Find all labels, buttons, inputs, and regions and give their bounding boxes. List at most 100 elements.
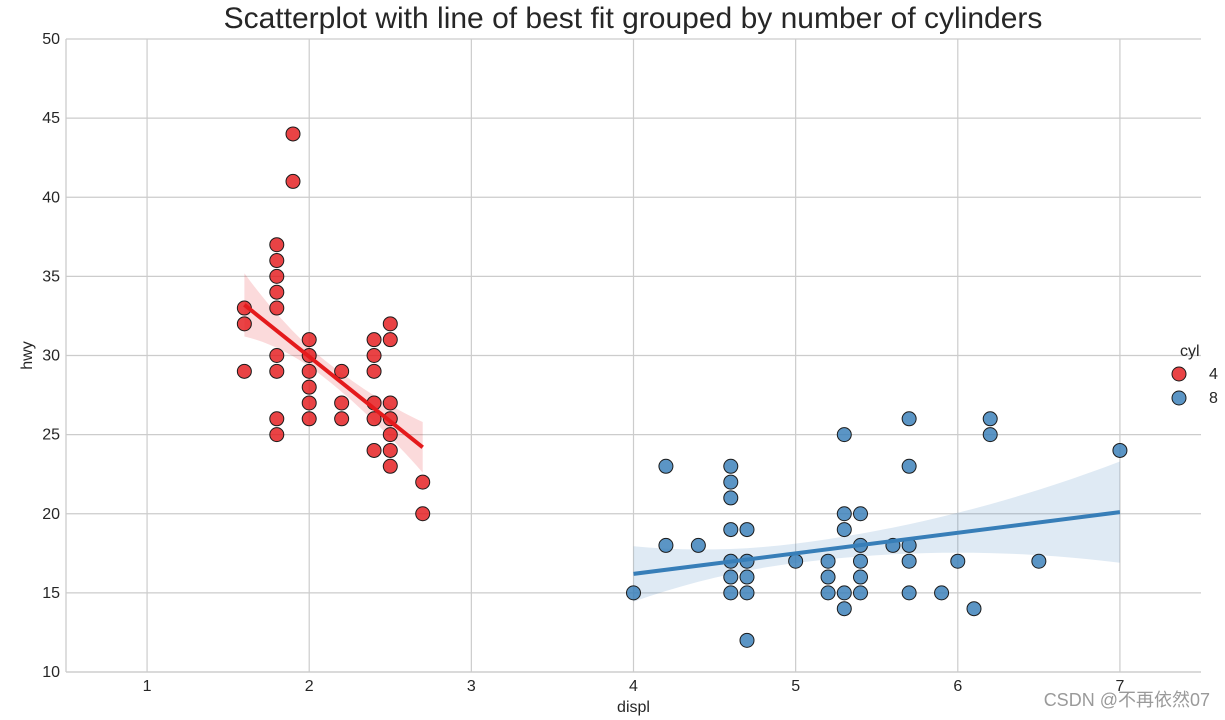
y-tick-label: 30 — [42, 348, 60, 365]
y-tick-label: 45 — [42, 110, 60, 127]
data-point-cyl-4 — [285, 126, 301, 142]
data-point-cyl-4 — [382, 332, 398, 348]
data-point-cyl-4 — [269, 348, 285, 363]
data-point-cyl-4 — [301, 332, 317, 348]
data-point-cyl-4 — [269, 253, 285, 269]
confidence-band-8 — [633, 461, 1120, 602]
data-point-cyl-8 — [658, 458, 674, 474]
y-tick-label: 15 — [42, 585, 60, 602]
data-point-cyl-4 — [269, 284, 285, 300]
data-point-cyl-8 — [950, 553, 966, 569]
data-point-cyl-4 — [366, 332, 382, 348]
y-tick-label: 40 — [42, 189, 60, 206]
legend: cyl 4 8 — [1171, 343, 1218, 407]
legend-label: 4 — [1209, 366, 1218, 383]
y-tick-label: 25 — [42, 427, 60, 444]
data-point-cyl-4 — [382, 316, 398, 332]
x-tick-label: 6 — [953, 678, 962, 695]
data-point-cyl-8 — [723, 522, 739, 538]
data-point-cyl-8 — [1112, 442, 1128, 458]
data-point-cyl-8 — [723, 474, 739, 490]
fit-lines — [243, 303, 1121, 576]
y-tick-labels: 10 15 20 25 30 35 40 45 50 — [42, 31, 60, 681]
data-point-cyl-8 — [739, 569, 755, 585]
data-point-cyl-4 — [285, 173, 301, 189]
data-point-cyl-8 — [901, 411, 917, 427]
data-point-cyl-4 — [382, 458, 398, 474]
data-point-cyl-4 — [236, 363, 252, 379]
data-point-cyl-4 — [366, 442, 382, 458]
data-point-cyl-8 — [690, 537, 706, 553]
data-point-cyl-8 — [723, 585, 739, 601]
data-point-cyl-4 — [269, 427, 285, 443]
data-point-cyl-8 — [788, 553, 804, 569]
data-point-cyl-4 — [334, 395, 350, 411]
data-point-cyl-8 — [901, 585, 917, 601]
data-point-cyl-8 — [836, 601, 852, 617]
data-point-cyl-4 — [382, 442, 398, 458]
data-point-cyl-8 — [901, 458, 917, 474]
data-point-cyl-8 — [723, 569, 739, 585]
data-point-cyl-8 — [901, 553, 917, 569]
y-tick-label: 20 — [42, 506, 60, 523]
data-point-cyl-8 — [836, 506, 852, 522]
grid — [66, 38, 1201, 673]
x-tick-label: 5 — [791, 678, 800, 695]
data-point-cyl-4 — [269, 268, 285, 284]
legend-title: cyl — [1180, 343, 1200, 360]
data-point-cyl-8 — [836, 585, 852, 601]
data-point-cyl-8 — [723, 458, 739, 474]
axes — [65, 39, 1201, 673]
data-point-cyl-4 — [301, 363, 317, 379]
data-point-cyl-4 — [301, 411, 317, 427]
fit-line-cyl-4 — [243, 303, 424, 449]
data-point-cyl-8 — [853, 569, 868, 585]
data-point-cyl-8 — [658, 537, 674, 553]
data-point-cyl-8 — [836, 427, 852, 443]
data-point-cyl-8 — [723, 490, 739, 506]
data-point-cyl-8 — [820, 585, 836, 601]
data-point-cyl-4 — [334, 411, 350, 427]
data-point-cyl-8 — [853, 553, 868, 569]
data-point-cyl-8 — [853, 506, 868, 522]
y-tick-label: 35 — [42, 268, 60, 285]
data-point-cyl-8 — [982, 411, 998, 427]
x-tick-label: 7 — [1115, 678, 1124, 695]
data-point-cyl-4 — [366, 363, 382, 379]
data-point-cyl-8 — [820, 569, 836, 585]
data-point-cyl-4 — [366, 411, 382, 427]
data-point-cyl-8 — [739, 632, 755, 648]
watermark-text: CSDN @不再依然07 — [1044, 690, 1210, 710]
data-point-cyl-8 — [853, 585, 868, 601]
data-point-cyl-8 — [966, 601, 982, 617]
data-point-cyl-4 — [415, 506, 431, 522]
legend-marker-4 — [1171, 366, 1187, 382]
data-point-cyl-8 — [626, 585, 641, 601]
data-point-cyl-8 — [934, 585, 950, 601]
data-point-cyl-8 — [982, 427, 998, 443]
data-point-cyl-8 — [739, 522, 755, 538]
x-tick-label: 4 — [629, 678, 638, 695]
data-point-cyl-4 — [382, 395, 398, 411]
legend-label: 8 — [1209, 390, 1218, 407]
y-tick-label: 50 — [42, 31, 60, 48]
data-point-cyl-4 — [269, 411, 285, 427]
data-points — [236, 126, 1128, 648]
data-point-cyl-8 — [739, 585, 755, 601]
data-point-cyl-4 — [301, 379, 317, 395]
data-point-cyl-4 — [415, 474, 431, 490]
data-point-cyl-8 — [820, 553, 836, 569]
chart-title: Scatterplot with line of best fit groupe… — [224, 2, 1043, 35]
data-point-cyl-4 — [301, 395, 317, 411]
data-point-cyl-4 — [269, 363, 285, 379]
data-point-cyl-4 — [334, 363, 350, 379]
data-point-cyl-4 — [269, 237, 285, 253]
x-tick-labels: 1 2 3 4 5 6 7 — [143, 678, 1125, 695]
data-point-cyl-4 — [366, 348, 382, 363]
fit-line-cyl-8 — [633, 510, 1121, 576]
data-point-cyl-8 — [1031, 553, 1047, 569]
x-axis-label: displ — [617, 699, 650, 716]
data-point-cyl-4 — [236, 316, 252, 332]
x-tick-label: 3 — [467, 678, 476, 695]
